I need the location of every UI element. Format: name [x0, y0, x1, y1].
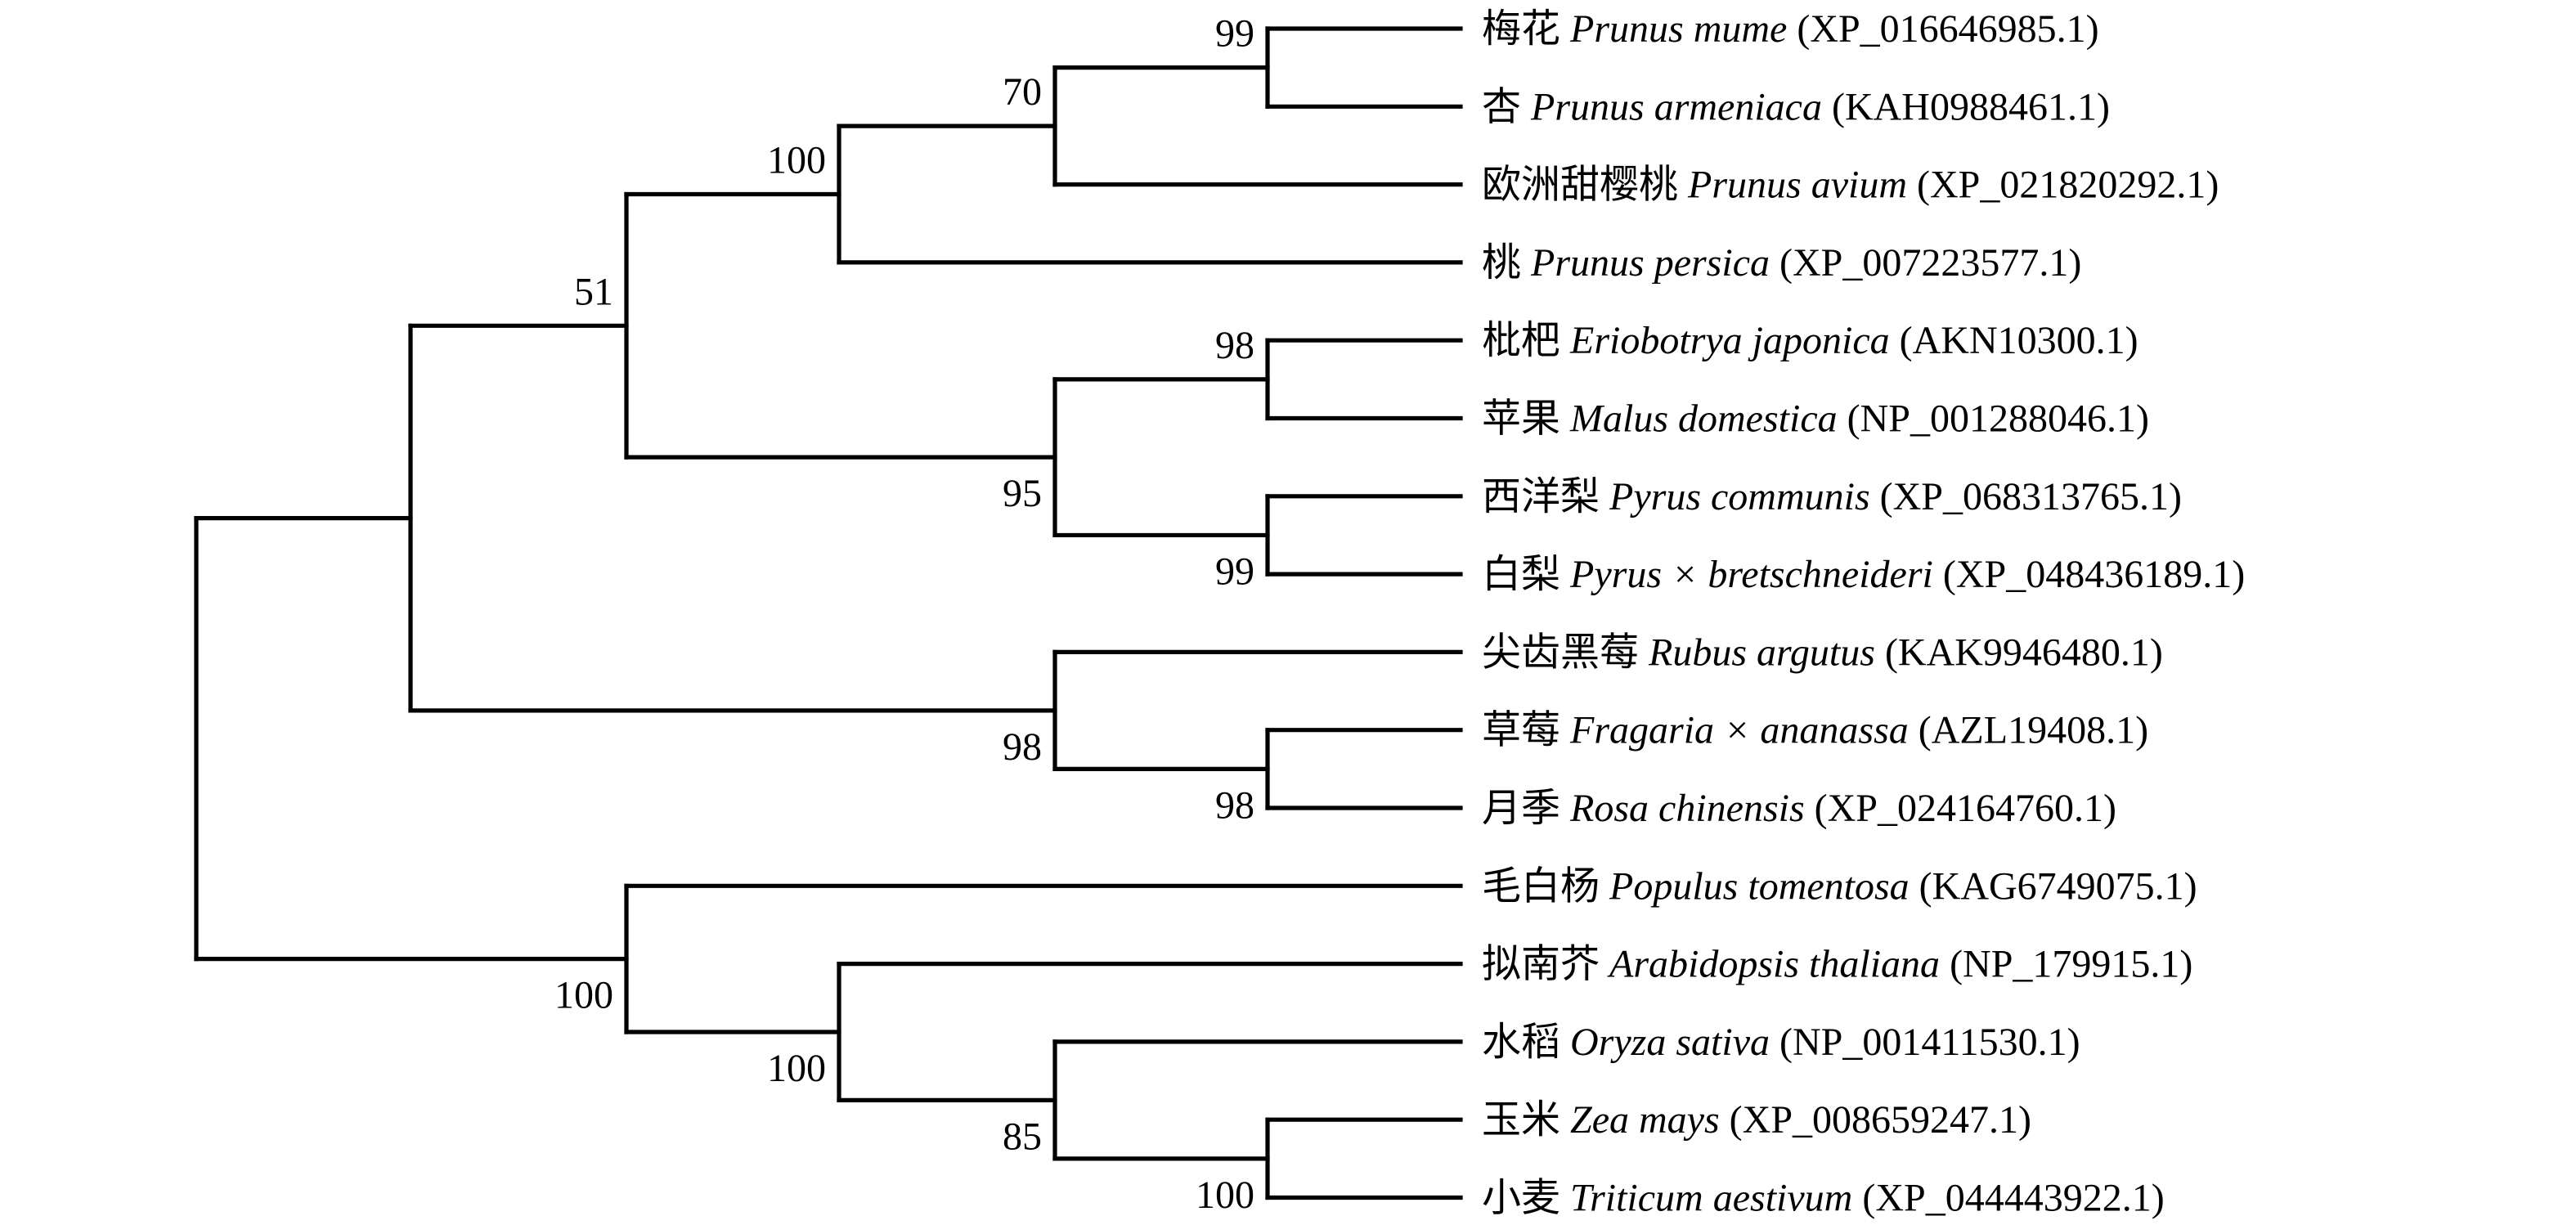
taxon-label: 月季 Rosa chinensis (XP_024164760.1)	[1482, 787, 2116, 830]
taxon-sci-name: Arabidopsis thaliana	[1607, 943, 1940, 986]
bootstrap-value: 99	[1215, 550, 1254, 593]
taxon-cn-name: 梅花	[1482, 7, 1570, 51]
taxon-cn-name: 玉米	[1482, 1098, 1570, 1142]
taxon-sci-name: Rubus argutus	[1648, 630, 1875, 674]
bootstrap-value: 98	[1215, 324, 1254, 367]
taxon-label: 拟南芥 Arabidopsis thaliana (NP_179915.1)	[1482, 943, 2192, 986]
taxon-sci-name: Prunus avium	[1687, 164, 1907, 207]
taxon-accession: (NP_001411530.1)	[1770, 1021, 2080, 1064]
bootstrap-value: 100	[767, 139, 826, 182]
taxon-sci-name: Prunus persica	[1530, 241, 1770, 285]
taxon-label: 枇杷 Eriobotrya japonica (AKN10300.1)	[1482, 319, 2138, 362]
taxon-label: 毛白杨 Populus tomentosa (KAG6749075.1)	[1482, 864, 2197, 908]
taxon-accession: (NP_001288046.1)	[1838, 397, 2149, 441]
bootstrap-value: 70	[1003, 70, 1042, 114]
taxon-cn-name: 拟南芥	[1482, 943, 1609, 986]
taxon-sci-name: Eriobotrya japonica	[1569, 319, 1890, 362]
bootstrap-value: 100	[1196, 1173, 1254, 1217]
taxon-cn-name: 枇杷	[1482, 319, 1570, 362]
taxon-accession: (XP_007223577.1)	[1770, 241, 2081, 285]
bootstrap-value: 100	[554, 974, 613, 1017]
taxon-cn-name: 杏	[1482, 85, 1531, 128]
taxon-label: 草莓 Fragaria × ananassa (AZL19408.1)	[1482, 709, 2148, 752]
taxon-label: 苹果 Malus domestica (NP_001288046.1)	[1482, 397, 2149, 441]
taxon-label: 杏 Prunus armeniaca (KAH0988461.1)	[1482, 85, 2110, 128]
taxon-cn-name: 水稻	[1482, 1021, 1570, 1064]
taxon-accession: (XP_068313765.1)	[1870, 475, 2182, 518]
taxon-sci-name: Rosa chinensis	[1569, 787, 1805, 830]
taxon-accession: (NP_179915.1)	[1940, 943, 2192, 986]
taxon-sci-name: Pyrus communis	[1609, 475, 1870, 518]
taxon-accession: (XP_024164760.1)	[1805, 787, 2116, 830]
taxon-label: 小麦 Triticum aestivum (XP_044443922.1)	[1482, 1177, 2165, 1220]
taxon-sci-name: Prunus mume	[1569, 7, 1787, 51]
taxon-label: 梅花 Prunus mume (XP_016646985.1)	[1482, 7, 2099, 51]
taxon-label: 白梨 Pyrus × bretschneideri (XP_048436189.…	[1482, 553, 2245, 596]
taxon-accession: (KAG6749075.1)	[1910, 864, 2197, 908]
taxon-accession: (XP_021820292.1)	[1907, 164, 2219, 207]
taxon-sci-name: Malus domestica	[1569, 397, 1838, 441]
taxon-sci-name: Fragaria × ananassa	[1569, 709, 1909, 752]
taxon-cn-name: 白梨	[1482, 553, 1570, 596]
taxon-label: 西洋梨 Pyrus communis (XP_068313765.1)	[1482, 475, 2182, 518]
taxon-cn-name: 毛白杨	[1482, 864, 1609, 908]
taxon-sci-name: Prunus armeniaca	[1530, 85, 1822, 128]
taxon-cn-name: 尖齿黑莓	[1482, 630, 1649, 674]
bootstrap-value: 99	[1215, 12, 1254, 56]
taxon-cn-name: 桃	[1482, 241, 1531, 285]
taxon-cn-name: 小麦	[1482, 1177, 1570, 1220]
taxon-sci-name: Zea mays	[1570, 1098, 1720, 1142]
taxon-accession: (AKN10300.1)	[1890, 319, 2138, 362]
taxon-sci-name: Populus tomentosa	[1609, 864, 1910, 908]
bootstrap-value: 98	[1003, 725, 1042, 769]
taxon-cn-name: 欧洲甜樱桃	[1482, 164, 1688, 207]
taxon-accession: (AZL19408.1)	[1909, 709, 2148, 752]
taxon-accession: (XP_016646985.1)	[1787, 7, 2098, 51]
taxon-cn-name: 苹果	[1482, 397, 1570, 441]
taxon-label: 桃 Prunus persica (XP_007223577.1)	[1482, 241, 2081, 285]
taxon-sci-name: Oryza sativa	[1570, 1021, 1770, 1064]
bootstrap-value: 85	[1003, 1115, 1042, 1158]
bootstrap-value: 95	[1003, 472, 1042, 515]
taxon-accession: (KAH0988461.1)	[1822, 85, 2110, 128]
taxon-sci-name: Triticum aestivum	[1570, 1177, 1852, 1220]
taxon-accession: (XP_048436189.1)	[1933, 553, 2245, 596]
taxon-label: 欧洲甜樱桃 Prunus avium (XP_021820292.1)	[1482, 164, 2219, 207]
taxon-accession: (XP_044443922.1)	[1852, 1177, 2164, 1220]
taxon-label: 尖齿黑莓 Rubus argutus (KAK9946480.1)	[1482, 630, 2163, 674]
bootstrap-value: 51	[574, 270, 613, 313]
taxon-cn-name: 西洋梨	[1482, 475, 1609, 518]
bootstrap-value: 98	[1215, 783, 1254, 827]
taxon-sci-name: Pyrus × bretschneideri	[1569, 553, 1933, 596]
taxon-accession: (KAK9946480.1)	[1875, 630, 2163, 674]
taxon-cn-name: 月季	[1482, 787, 1570, 830]
taxon-accession: (XP_008659247.1)	[1720, 1098, 2031, 1142]
bootstrap-value: 100	[767, 1047, 826, 1090]
taxon-label: 玉米 Zea mays (XP_008659247.1)	[1482, 1098, 2031, 1142]
taxon-cn-name: 草莓	[1482, 709, 1570, 752]
taxon-label: 水稻 Oryza sativa (NP_001411530.1)	[1482, 1021, 2080, 1064]
